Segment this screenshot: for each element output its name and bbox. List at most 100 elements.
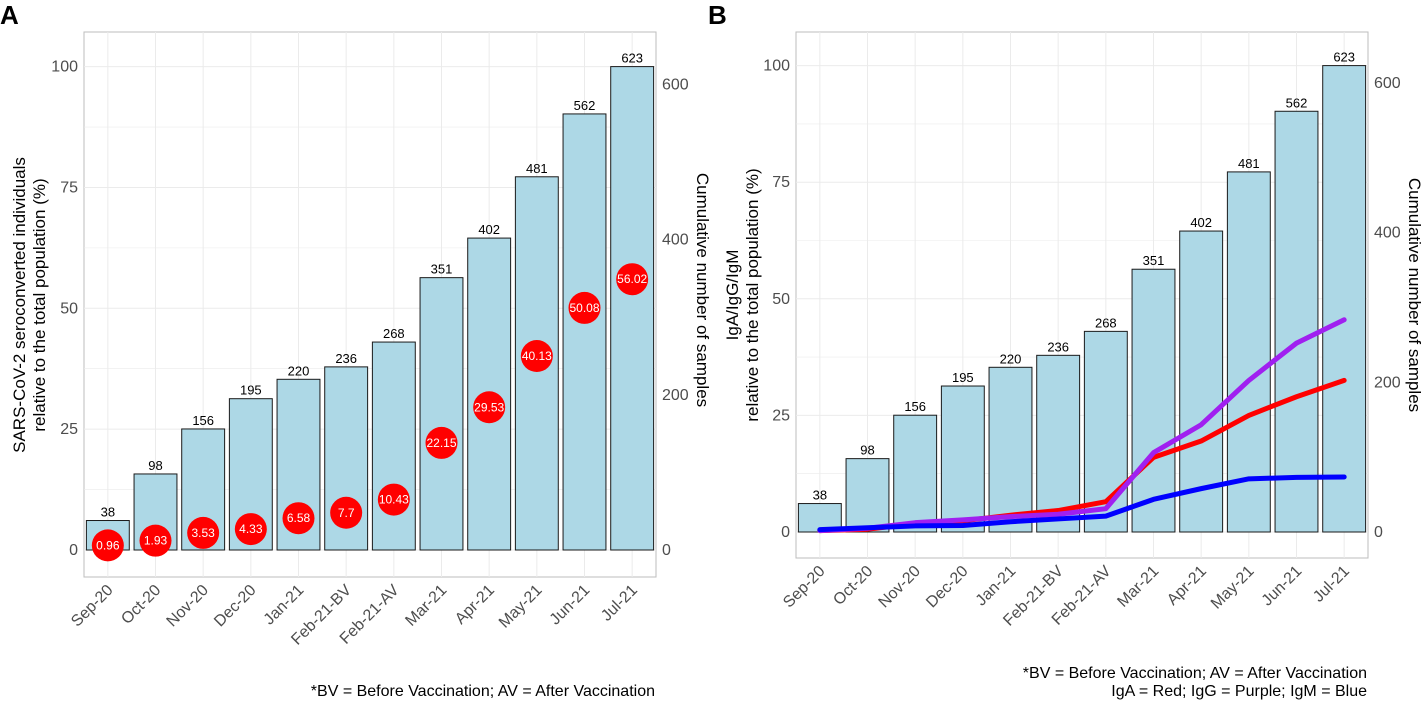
panel-a: A 38 98 156 195 220 236 268 351 402 481 562 623 0.9… (0, 0, 712, 700)
panel-a-x-tick-labels: Sep-20 Oct-20 Nov-20 Dec-20 Jan-21Feb-21-BVF… (68, 582, 641, 649)
panel-b-bars (797, 65, 1367, 533)
y-tick-label-left: 25 (772, 407, 790, 424)
x-tick-label: Mar-21 (1114, 563, 1162, 611)
percent-label: 56.02 (617, 272, 647, 286)
percent-label: 29.53 (474, 400, 504, 414)
bar-count-label: 220 (1000, 351, 1022, 366)
x-tick-label: Nov-20 (876, 563, 925, 612)
bar-count-label: 236 (1047, 339, 1069, 354)
percent-label: 0.96 (96, 538, 120, 552)
bar-count-label: 236 (335, 351, 357, 366)
percent-marker (330, 496, 363, 529)
bar-count-label: 623 (1333, 50, 1355, 65)
percent-marker (187, 516, 220, 549)
bar-count-label: 562 (1286, 95, 1308, 110)
panel-b-right-y-ticks: 0 200 400 600 (1374, 75, 1401, 541)
percent-marker (568, 291, 601, 324)
x-tick-label: Oct-20 (118, 582, 164, 628)
y-tick-label-right: 0 (662, 542, 671, 559)
panel-b-letter: B (708, 0, 727, 30)
panel-a-plot-area (83, 31, 657, 578)
series-line-igg (817, 317, 1347, 534)
panel-b-ylabel-left-line-2: relative to the total population (%) (743, 168, 762, 421)
x-tick-label: Jun-21 (547, 582, 594, 629)
x-tick-label: Jan-21 (261, 582, 308, 629)
panel-b-left-y-ticks: 0 25 50 75 100 (763, 58, 790, 541)
panel-b-count-labels: 38 98 156 195 220 236 268 351 402 481 562 623 (813, 50, 1355, 503)
y-tick-label-left: 100 (51, 59, 78, 76)
y-tick-label-left: 75 (772, 174, 790, 191)
y-tick-label-left: 50 (772, 291, 790, 308)
percent-marker (91, 529, 124, 562)
bar-count-label: 38 (101, 505, 115, 520)
panel-a-bars (85, 66, 655, 551)
panel-a-left-y-ticks: 0 25 50 75 100 (51, 59, 78, 559)
panel-b-ylabel-left-line-1: IgA/IgG/IgM (723, 250, 742, 341)
panel-a-count-labels: 38 98 156 195 220 236 268 351 402 481 562 623 (101, 51, 643, 520)
bar-count-label: 156 (192, 413, 214, 428)
bar-count-label: 351 (431, 262, 453, 277)
bar (893, 414, 938, 533)
x-tick-label: Dec-20 (923, 563, 972, 612)
panel-b-ylabel-right: Cumulative number of samples (1405, 178, 1424, 412)
y-tick-label-left: 0 (781, 524, 790, 541)
bar (562, 113, 607, 551)
x-tick-label: May-21 (496, 582, 546, 632)
bar-count-label: 351 (1143, 253, 1165, 268)
y-tick-label-left: 0 (69, 542, 78, 559)
bar-count-label: 402 (1190, 215, 1212, 230)
bar (1036, 354, 1081, 533)
percent-marker (425, 426, 458, 459)
y-tick-label-right: 400 (662, 232, 689, 249)
y-tick-label-right: 0 (1374, 524, 1383, 541)
panel-b: B 38 98 156 195 220 236 268 351 402 481 562 623 0 25… (708, 0, 1424, 700)
percent-label: 4.33 (239, 522, 263, 536)
bar-count-label: 156 (904, 399, 926, 414)
panel-a-percent-markers: 0.96 1.93 3.53 4.33 6.58 7.7 10.43 22.15 29.53 40… (91, 263, 649, 562)
x-tick-label: Sep-20 (68, 582, 117, 631)
bar-count-label: 481 (1238, 156, 1260, 171)
bar-count-label: 195 (952, 370, 974, 385)
bar (371, 341, 416, 551)
x-tick-label: Jul-21 (1310, 563, 1353, 606)
bar (419, 277, 464, 551)
bar (1226, 171, 1271, 533)
x-tick-label: Nov-20 (164, 582, 213, 631)
percent-marker (473, 391, 506, 424)
percent-marker (234, 513, 267, 546)
panel-b-footnote-line-1: *BV = Before Vaccination; AV = After Vac… (1023, 665, 1367, 682)
bar-count-label: 481 (526, 161, 548, 176)
bar (845, 458, 890, 533)
bar-count-label: 195 (240, 383, 262, 398)
bar (1131, 268, 1176, 533)
panel-b-footnote-line-2: IgA = Red; IgG = Purple; IgM = Blue (1111, 683, 1367, 700)
x-tick-label: Apr-21 (1164, 563, 1210, 609)
panel-b-plot-area (795, 31, 1369, 559)
y-tick-label-left: 75 (60, 179, 78, 196)
bar (610, 66, 655, 551)
bar (514, 176, 559, 551)
panel-a-right-y-ticks: 0 200 400 600 (662, 76, 689, 559)
x-tick-label: Apr-21 (452, 582, 498, 628)
panel-a-ylabel-left-line-1: SARS-CoV-2 seroconverted individuals (10, 157, 29, 453)
x-tick-label: Sep-20 (780, 563, 829, 612)
x-tick-label: Jun-21 (1259, 563, 1306, 610)
bar (1179, 230, 1224, 533)
percent-marker (377, 483, 410, 516)
bar-count-label: 98 (148, 458, 162, 473)
y-tick-label-right: 600 (1374, 75, 1401, 92)
panel-a-letter: A (0, 0, 19, 30)
percent-marker (139, 524, 172, 557)
bar (1274, 110, 1319, 533)
percent-label: 10.43 (379, 493, 409, 507)
bar-count-label: 268 (1095, 315, 1117, 330)
bar-count-label: 402 (478, 222, 500, 237)
y-tick-label-right: 400 (1374, 225, 1401, 242)
percent-marker (282, 502, 315, 535)
percent-label: 1.93 (144, 534, 168, 548)
bar-count-label: 623 (621, 51, 643, 66)
y-tick-label-right: 600 (662, 76, 689, 93)
percent-marker (616, 263, 649, 296)
bar-count-label: 98 (860, 443, 874, 458)
